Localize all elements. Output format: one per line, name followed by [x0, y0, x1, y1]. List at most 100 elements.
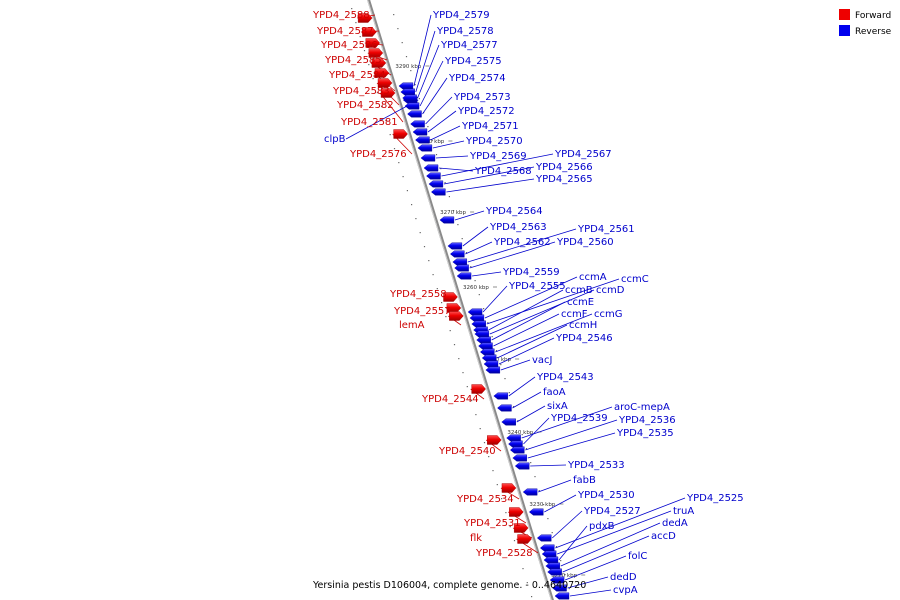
gene-label-reverse[interactable]: YPD4_2573 — [453, 92, 511, 103]
gene-forward-ypd4_2587[interactable] — [362, 27, 377, 37]
gene-label-reverse[interactable]: YPD4_2559 — [502, 267, 560, 278]
gene-label-forward[interactable]: YPD4_2588 — [312, 10, 370, 21]
gene-label-reverse[interactable]: vacJ — [532, 355, 553, 366]
gene-reverse-ypd4_2568[interactable] — [423, 164, 439, 172]
gene-reverse-ypd4_2578[interactable] — [400, 88, 415, 96]
gene-reverse-ccmf[interactable] — [478, 342, 493, 350]
gene-label-forward[interactable]: YPD4_2531 — [463, 518, 521, 529]
gene-label-reverse[interactable]: YPD4_2564 — [485, 206, 543, 217]
gene-label-forward[interactable]: YPD4_2585 — [324, 55, 382, 66]
gene-label-reverse[interactable]: YPD4_2571 — [461, 121, 519, 132]
gene-label-forward[interactable]: YPD4_2586 — [320, 40, 378, 51]
gene-reverse-ypd4_2565[interactable] — [431, 188, 446, 196]
gene-reverse-ypd4_2574[interactable] — [407, 110, 422, 118]
gene-label-reverse[interactable]: YPD4_2563 — [489, 222, 547, 233]
gene-label-reverse[interactable]: ccmE — [567, 297, 594, 308]
gene-label-reverse[interactable]: ccmD — [596, 285, 625, 296]
gene-label-forward[interactable]: YPD4_2587 — [316, 26, 374, 37]
gene-reverse-ypd4_2555[interactable] — [467, 308, 483, 316]
gene-label-reverse[interactable]: YPD4_2560 — [556, 237, 614, 248]
gene-reverse-ypd4_2564[interactable] — [439, 216, 455, 224]
gene-label-forward[interactable]: YPD4_2558 — [389, 289, 447, 300]
gene-label-reverse[interactable]: YPD4_2579 — [432, 10, 490, 21]
gene-label-reverse[interactable]: faoA — [543, 387, 566, 398]
gene-label-reverse[interactable]: ccmC — [621, 274, 649, 285]
gene-reverse-ccmc[interactable] — [471, 320, 486, 328]
gene-label-reverse[interactable]: dedD — [610, 572, 637, 583]
gene-label-reverse[interactable]: ccmA — [579, 272, 607, 283]
gene-label-reverse[interactable]: YPD4_2527 — [583, 506, 641, 517]
gene-label-forward[interactable]: YPD4_2581 — [340, 117, 398, 128]
gene-label-reverse[interactable]: YPD4_2561 — [577, 224, 635, 235]
gene-reverse-vacj[interactable] — [485, 366, 501, 374]
gene-label-reverse[interactable]: YPD4_2569 — [469, 151, 527, 162]
gene-reverse-ypd4_2575[interactable] — [404, 102, 420, 110]
gene-reverse-faoa[interactable] — [497, 404, 512, 412]
gene-label-reverse[interactable]: YPD4_2539 — [550, 413, 608, 424]
gene-reverse-ypd4_2530[interactable] — [528, 508, 544, 516]
gene-reverse-fabb[interactable] — [522, 488, 538, 496]
gene-label-reverse[interactable]: folC — [628, 551, 647, 562]
gene-label-reverse[interactable]: YPD4_2546 — [555, 333, 613, 344]
gene-label-reverse[interactable]: YPD4_2525 — [686, 493, 744, 504]
gene-forward-ypd4_2582[interactable] — [377, 78, 393, 88]
gene-reverse-ccma[interactable] — [469, 314, 485, 322]
gene-label-forward[interactable]: YPD4_2584 — [328, 70, 386, 81]
gene-forward-ypd4_2534[interactable] — [501, 483, 517, 493]
gene-reverse-ypd4_2525[interactable] — [539, 544, 555, 552]
gene-label-forward[interactable]: YPD4_2557 — [393, 306, 451, 317]
gene-reverse-ypd4_2543[interactable] — [493, 392, 508, 400]
gene-label-reverse[interactable]: ccmH — [569, 320, 597, 331]
gene-reverse-dedd[interactable] — [552, 584, 567, 592]
gene-reverse-ypd4_2569[interactable] — [420, 154, 436, 162]
gene-label-reverse[interactable]: YPD4_2577 — [440, 40, 498, 51]
gene-label-reverse[interactable]: YPD4_2565 — [535, 174, 593, 185]
gene-label-reverse[interactable]: YPD4_2578 — [436, 26, 494, 37]
gene-label-reverse[interactable]: YPD4_2575 — [444, 56, 502, 67]
gene-forward-ypd4_2581[interactable] — [380, 88, 396, 98]
gene-label-reverse[interactable]: YPD4_2536 — [618, 415, 676, 426]
gene-reverse-ypd4_2527[interactable] — [536, 534, 552, 542]
gene-reverse-ypd4_2562[interactable] — [450, 250, 465, 258]
gene-reverse-folc[interactable] — [549, 576, 565, 584]
gene-label-reverse[interactable]: fabB — [573, 475, 596, 486]
gene-label-forward[interactable]: YPD4_2576 — [349, 149, 407, 160]
gene-reverse-ypd4_2573[interactable] — [410, 120, 425, 128]
gene-reverse-ccmg[interactable] — [480, 348, 495, 356]
gene-label-reverse[interactable]: accD — [651, 531, 676, 542]
gene-label-forward[interactable]: YPD4_2544 — [421, 394, 479, 405]
gene-forward-lema[interactable] — [449, 311, 464, 321]
gene-forward-ypd4_2558[interactable] — [443, 292, 458, 302]
gene-reverse-accd[interactable] — [547, 568, 562, 576]
gene-forward-ypd4_2557[interactable] — [446, 303, 462, 313]
gene-label-reverse[interactable]: YPD4_2562 — [493, 237, 551, 248]
gene-reverse-trua[interactable] — [541, 550, 557, 558]
gene-label-reverse[interactable]: clpB — [324, 134, 346, 145]
gene-reverse-ypd4_2535[interactable] — [512, 454, 527, 462]
gene-label-reverse[interactable]: YPD4_2567 — [554, 149, 612, 160]
gene-label-reverse[interactable]: ccmG — [594, 309, 623, 320]
gene-label-reverse[interactable]: cvpA — [613, 585, 638, 596]
gene-reverse-ypd4_2559[interactable] — [456, 272, 472, 280]
gene-label-forward[interactable]: YPD4_2534 — [456, 494, 514, 505]
gene-reverse-ypd4_2577[interactable] — [402, 94, 417, 102]
gene-label-reverse[interactable]: YPD4_2572 — [457, 106, 515, 117]
gene-label-reverse[interactable]: YPD4_2568 — [474, 166, 532, 177]
gene-forward-ypd4_2544[interactable] — [471, 384, 486, 394]
gene-forward-ypd4_2576[interactable] — [393, 129, 408, 139]
gene-label-reverse[interactable]: YPD4_2543 — [536, 372, 594, 383]
gene-reverse-ypd4_2566[interactable] — [428, 180, 444, 188]
gene-reverse-cvpa[interactable] — [554, 592, 570, 600]
gene-label-reverse[interactable]: pdxB — [589, 521, 615, 532]
gene-label-reverse[interactable]: YPD4_2555 — [508, 281, 566, 292]
gene-reverse-ypd4_2560[interactable] — [454, 264, 469, 272]
gene-forward-ypd4_2588[interactable] — [357, 13, 373, 23]
gene-label-forward[interactable]: YPD4_2583 — [332, 86, 390, 97]
gene-forward-ypd4_2528[interactable] — [517, 534, 532, 544]
gene-label-reverse[interactable]: truA — [673, 506, 694, 517]
gene-label-reverse[interactable]: ccmF — [561, 309, 588, 320]
gene-forward-ypd4_2585[interactable] — [368, 48, 384, 58]
gene-reverse-ypd4_2536[interactable] — [509, 446, 525, 454]
gene-label-reverse[interactable]: sixA — [547, 401, 568, 412]
gene-label-forward[interactable]: YPD4_2582 — [336, 100, 394, 111]
